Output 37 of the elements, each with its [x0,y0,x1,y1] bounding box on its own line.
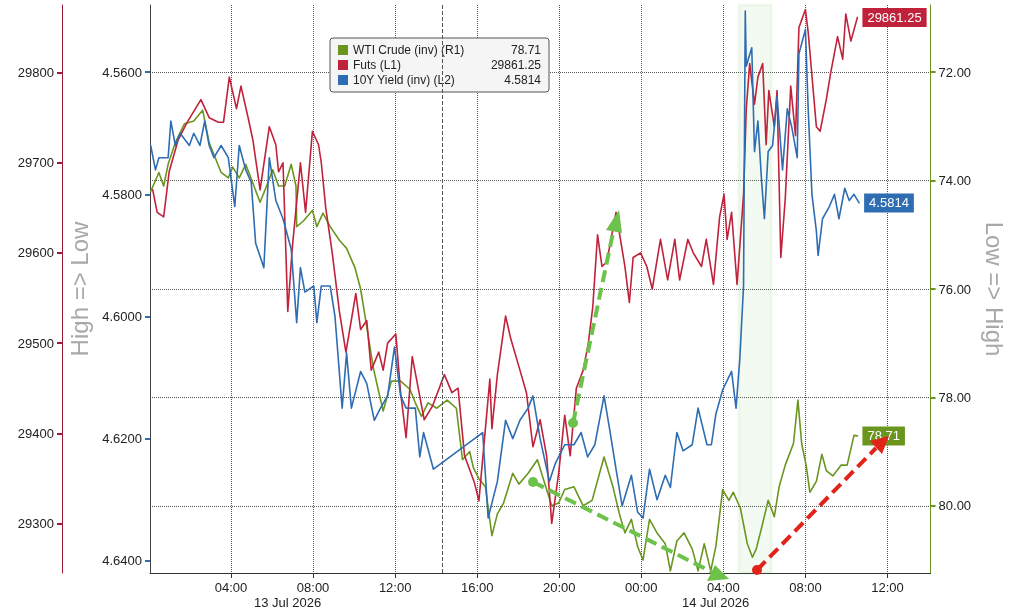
y2-axis-title: High => Low [65,220,93,357]
y2-tick-label: 4.6000 [102,308,142,324]
y-tick-label: 29800 [17,65,54,81]
legend-label: 10Y Yield (inv) (L2) [353,73,455,87]
data-label: 78.71 [867,428,900,444]
y3-tick-label: 78.00 [938,389,972,405]
x-tick-label: 04:00 [214,580,248,595]
x-tick-label: 04:00 [707,580,740,595]
data-label: 4.5814 [869,195,909,211]
text: 4.5814 [504,73,541,87]
x-tick-label: 12:00 [871,580,904,595]
x-tick-label: 08:00 [789,580,822,595]
y-tick-label: 29500 [17,335,54,351]
y3-tick-label: 76.00 [938,281,972,297]
y-tick-label: 29600 [17,245,54,261]
x-tick-label: 12:00 [378,580,412,595]
y2-tick-label: 4.6200 [102,431,142,447]
text: 29861.25 [490,58,541,72]
y-tick-label: 29300 [17,515,54,531]
data-label: 29861.25 [867,9,922,25]
y2-tick-label: 4.5800 [102,186,142,202]
y-tick-label: 29400 [17,425,54,441]
y3-tick-label: 80.00 [938,498,972,514]
x-tick-label: 08:00 [296,580,330,595]
y-tick-label: 29700 [17,155,54,171]
text: 14 Jul 2026 [682,595,750,610]
text: 13 Jul 2026 [254,595,322,610]
x-tick-label: 20:00 [542,580,576,595]
y3-axis-title: Low => High [980,221,1008,357]
x-tick-label: 00:00 [625,580,658,595]
text: 78.71 [510,43,541,57]
y3-tick-label: 74.00 [938,173,972,189]
x-tick-label: 16:00 [460,580,494,595]
y2-tick-label: 4.6400 [102,553,142,569]
y3-tick-label: 72.00 [938,64,972,80]
y2-tick-label: 4.5600 [102,64,142,80]
legend-label: Futs (L1) [353,58,402,72]
